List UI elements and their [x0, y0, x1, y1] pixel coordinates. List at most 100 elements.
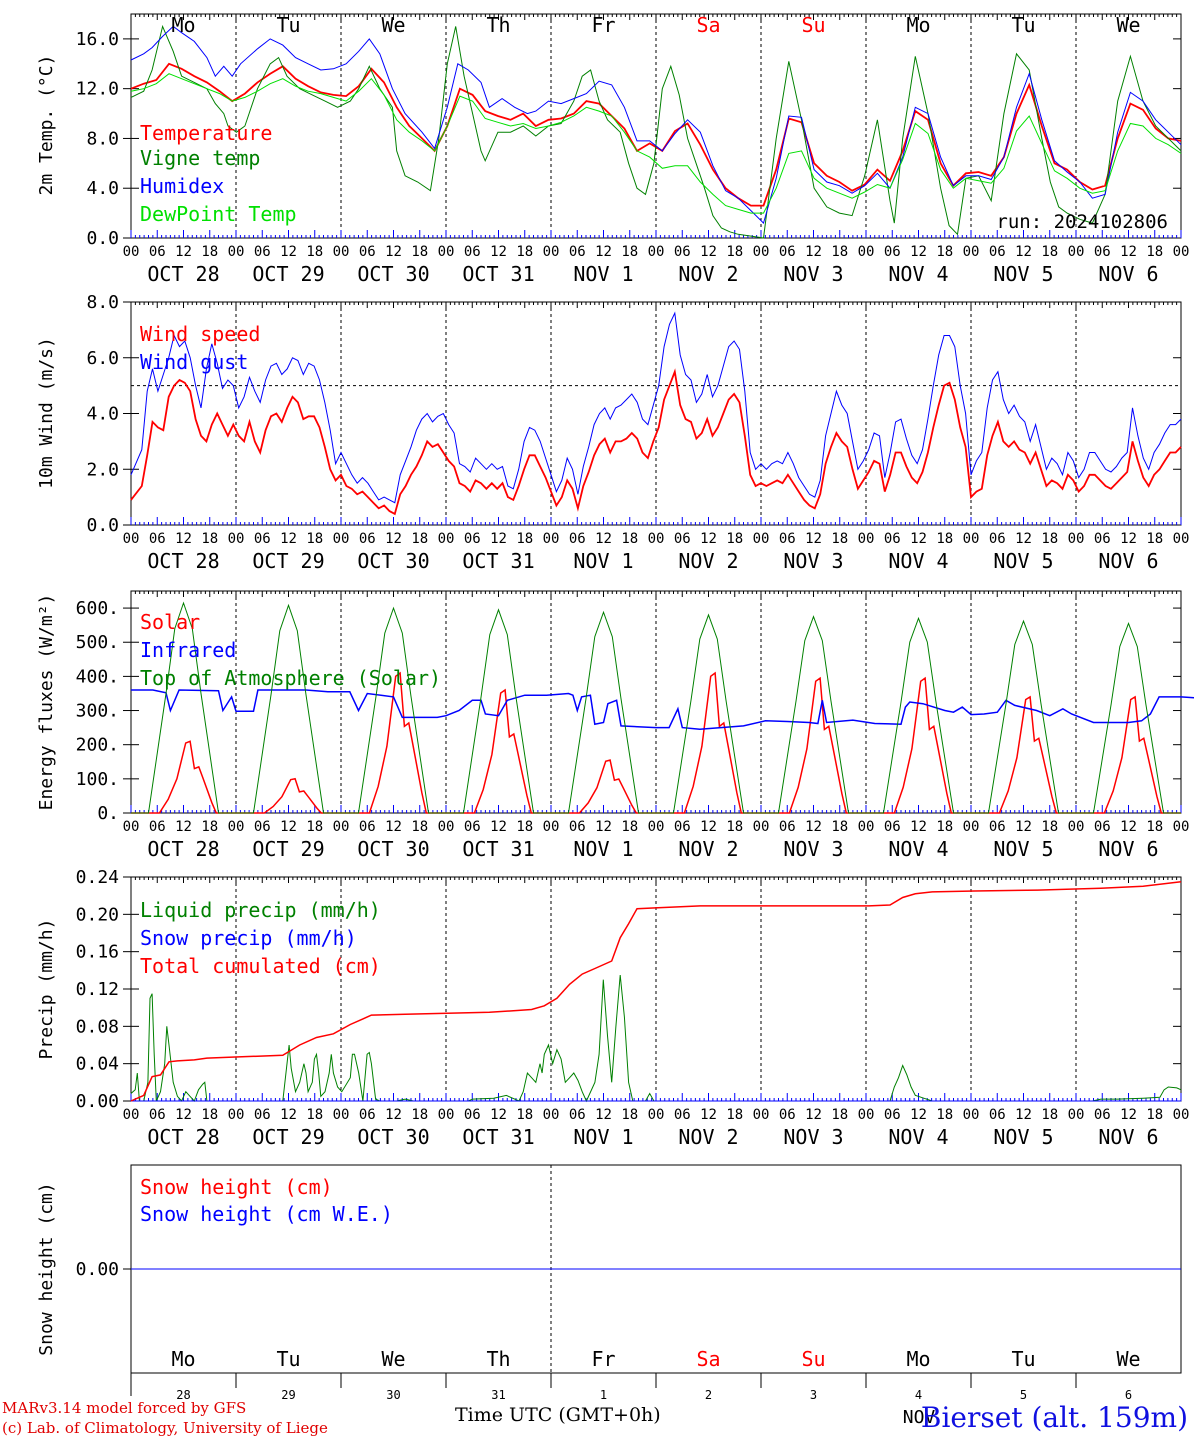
series-wind-speed — [130, 368, 1182, 516]
hour-label: 18 — [831, 1107, 848, 1123]
hour-label: 18 — [1041, 531, 1058, 547]
y-tick-label: 0.00 — [76, 1259, 119, 1280]
hour-label: 06 — [149, 244, 166, 260]
hour-label: 18 — [306, 819, 323, 835]
hour-label: 18 — [306, 531, 323, 547]
panel-2: 0.0 2.0 4.0 6.0 8.0 10m Wind (m/s) 00 06 12 18 00 0… — [36, 292, 1189, 573]
hour-label: 00 — [123, 1107, 140, 1123]
hour-label: 18 — [411, 244, 428, 260]
panel-4: 0.00 0.04 0.08 0.12 0.16 0.20 0.24 Precip (mm/h… — [36, 867, 1189, 1149]
y-tick-label: 0.16 — [76, 942, 119, 963]
date-label: OCT 28 — [147, 549, 219, 573]
y-axis-label: Energy fluxes (W/m²) — [36, 594, 57, 811]
hour-label: 18 — [621, 531, 638, 547]
hour-label: 06 — [884, 1107, 901, 1123]
hour-label: 00 — [438, 244, 455, 260]
date-label: NOV 5 — [993, 262, 1053, 286]
hour-label: 00 — [543, 819, 560, 835]
hour-label: 12 — [280, 531, 297, 547]
hour-label: 12 — [175, 819, 192, 835]
hour-label: 00 — [1173, 819, 1190, 835]
y-tick-label: 2.0 — [86, 459, 119, 480]
panel-3: 0. 100. 200. 300. 400. 500. 600. Energy fluxes … — [36, 590, 1194, 861]
day-number-label: 30 — [386, 1388, 400, 1402]
day-abbr-label: Th — [486, 1347, 510, 1371]
date-label: OCT 30 — [357, 262, 429, 286]
hour-label: 18 — [201, 819, 218, 835]
hour-label: 00 — [963, 819, 980, 835]
hour-label: 00 — [333, 1107, 350, 1123]
hour-label: 00 — [228, 244, 245, 260]
hour-label: 00 — [123, 819, 140, 835]
hour-label: 00 — [228, 1107, 245, 1123]
hour-label: 00 — [648, 244, 665, 260]
hour-label: 18 — [726, 819, 743, 835]
date-label: OCT 29 — [252, 1125, 324, 1149]
day-abbr-label: We — [381, 13, 405, 37]
run-label: run: 2024102806 — [996, 211, 1168, 233]
date-label: NOV 1 — [573, 549, 633, 573]
y-tick-label: 0.0 — [86, 515, 119, 536]
hour-label: 12 — [700, 244, 717, 260]
x-axis-title: Time UTC (GMT+0h) — [455, 1404, 661, 1426]
hour-label: 00 — [963, 1107, 980, 1123]
date-label: NOV 4 — [888, 1125, 948, 1149]
y-tick-label: 200. — [76, 735, 119, 756]
hour-label: 12 — [595, 531, 612, 547]
hour-label: 18 — [936, 244, 953, 260]
day-number-label: 29 — [281, 1388, 295, 1402]
hour-label: 12 — [1015, 1107, 1032, 1123]
hour-label: 06 — [569, 531, 586, 547]
hour-label: 00 — [543, 244, 560, 260]
date-label: NOV 5 — [993, 549, 1053, 573]
hour-label: 00 — [543, 531, 560, 547]
date-label: OCT 30 — [357, 1125, 429, 1149]
y-axis-label: Precip (mm/h) — [36, 919, 57, 1060]
month-label: NOV — [903, 1407, 936, 1428]
y-tick-label: 0.24 — [76, 867, 119, 888]
y-tick-label: 0.0 — [86, 228, 119, 249]
day-abbr-label: Mo — [906, 13, 930, 37]
y-tick-label: 400. — [76, 666, 119, 687]
day-abbr-label: Mo — [171, 13, 195, 37]
y-tick-label: 8.0 — [86, 292, 119, 313]
date-label: NOV 6 — [1098, 837, 1158, 861]
hour-label: 06 — [1094, 1107, 1111, 1123]
hour-label: 12 — [595, 819, 612, 835]
day-abbr-label: Tu — [276, 13, 300, 37]
date-label: NOV 2 — [678, 837, 738, 861]
hour-label: 18 — [936, 1107, 953, 1123]
date-label: NOV 2 — [678, 262, 738, 286]
hour-label: 18 — [621, 819, 638, 835]
date-label: NOV 6 — [1098, 1125, 1158, 1149]
hour-label: 12 — [280, 1107, 297, 1123]
date-label: OCT 29 — [252, 262, 324, 286]
hour-label: 00 — [333, 531, 350, 547]
hour-label: 00 — [1068, 1107, 1085, 1123]
date-label: OCT 28 — [147, 837, 219, 861]
legend-wind-gust: Wind gust — [140, 350, 248, 374]
hour-label: 06 — [254, 1107, 271, 1123]
hour-label: 18 — [1041, 244, 1058, 260]
y-tick-label: 300. — [76, 701, 119, 722]
hour-label: 12 — [910, 531, 927, 547]
day-abbr-label: Tu — [276, 1347, 300, 1371]
hour-label: 06 — [989, 819, 1006, 835]
hour-label: 12 — [1120, 531, 1137, 547]
hour-label: 00 — [648, 819, 665, 835]
series-wind-gust — [130, 311, 1182, 504]
hour-label: 18 — [726, 244, 743, 260]
hour-label: 00 — [333, 819, 350, 835]
hour-label: 12 — [1015, 244, 1032, 260]
y-tick-label: 4.0 — [86, 178, 119, 199]
hour-label: 06 — [779, 819, 796, 835]
hour-label: 00 — [648, 531, 665, 547]
date-label: OCT 31 — [462, 1125, 534, 1149]
hour-label: 12 — [700, 1107, 717, 1123]
day-abbr-label: We — [381, 1347, 405, 1371]
date-label: NOV 3 — [783, 837, 843, 861]
hour-label: 06 — [1094, 531, 1111, 547]
hour-label: 00 — [858, 1107, 875, 1123]
hour-label: 18 — [411, 531, 428, 547]
legend-temperature: Temperature — [140, 121, 272, 145]
